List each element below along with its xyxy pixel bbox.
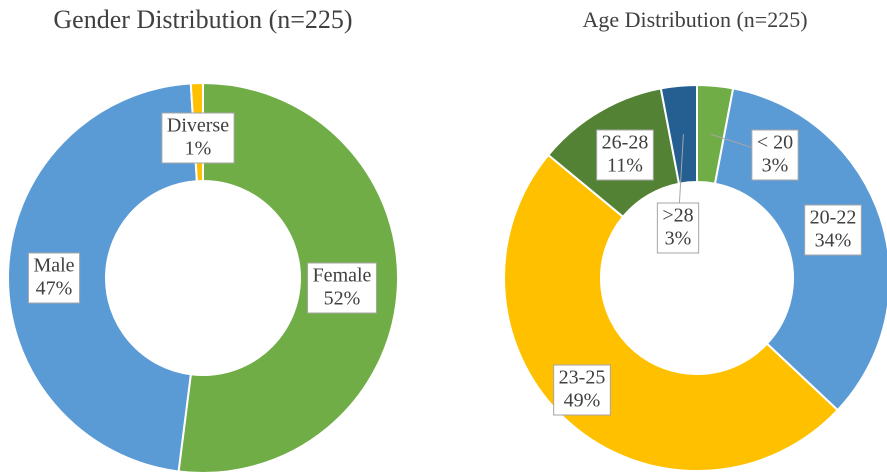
label-box	[751, 129, 799, 181]
chart-title: Gender Distribution (n=225)	[53, 5, 352, 34]
category-label: Male	[33, 255, 74, 277]
category-label: 23-25	[559, 367, 606, 389]
category-label: 20-22	[810, 207, 857, 229]
value-label: 52%	[324, 288, 361, 310]
data-label: >283%	[656, 134, 700, 254]
category-label: Female	[313, 265, 372, 287]
donut-segment	[177, 81, 399, 474]
donut-segment	[7, 82, 198, 473]
value-label: 1%	[185, 138, 212, 160]
value-label: 3%	[665, 228, 692, 250]
category-label: 26-28	[602, 132, 649, 154]
chart-title: Age Distribution (n=225)	[582, 7, 807, 32]
label-box	[804, 204, 862, 256]
label-box	[161, 112, 235, 164]
label-box	[307, 262, 377, 314]
value-label: 34%	[815, 230, 852, 252]
label-box	[656, 202, 700, 254]
category-label: Diverse	[167, 115, 229, 137]
category-label: < 20	[757, 132, 793, 154]
data-label: < 203%	[710, 129, 799, 181]
value-label: 49%	[564, 390, 601, 412]
value-label: 47%	[36, 278, 73, 300]
value-label: 3%	[762, 155, 789, 177]
label-box	[596, 129, 654, 181]
category-label: >28	[662, 205, 693, 227]
label-box	[553, 364, 611, 416]
value-label: 11%	[607, 155, 643, 177]
label-box	[27, 252, 81, 304]
